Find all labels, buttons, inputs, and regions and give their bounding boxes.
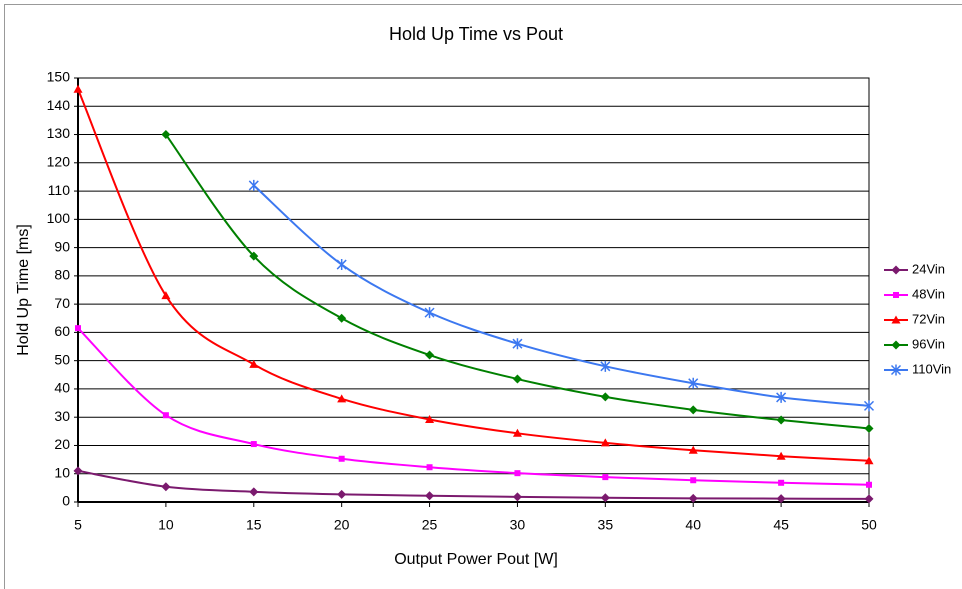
marker [425,491,435,501]
marker [250,441,257,448]
marker [776,494,786,504]
y-tick-label: 150 [47,69,71,85]
marker [249,359,259,368]
marker [891,315,901,324]
legend-label: 96Vin [912,336,945,351]
y-tick-label: 50 [54,351,70,367]
marker [602,474,609,481]
x-axis-label: Output Power Pout [W] [394,551,558,568]
marker [688,445,698,454]
legend-label: 72Vin [912,311,945,326]
marker [75,325,81,332]
x-tick-label: 5 [74,517,82,533]
series-line [165,133,869,430]
chart-border [4,4,962,589]
y-tick-label: 60 [54,323,70,339]
marker [426,464,433,471]
marker [337,489,347,499]
marker [688,493,698,503]
y-tick-label: 140 [47,97,71,113]
marker [425,414,435,423]
marker [864,424,874,434]
marker [161,482,171,492]
marker [776,451,786,460]
x-tick-label: 15 [246,517,262,533]
marker [600,493,610,503]
marker [249,487,259,497]
series-line [253,184,869,407]
marker [248,179,259,191]
marker [73,84,83,93]
marker [337,394,347,403]
marker [863,400,875,412]
marker [864,494,874,504]
y-tick-label: 90 [54,238,70,254]
series-line [78,88,869,462]
marker [600,438,610,447]
x-tick-label: 45 [773,517,789,533]
marker [162,412,169,419]
x-tick-label: 20 [334,517,350,533]
marker [866,481,872,488]
y-tick-label: 20 [54,436,70,452]
marker [336,259,347,271]
marker [864,456,874,465]
marker [512,492,522,502]
marker [600,392,610,402]
y-tick-label: 40 [54,380,70,396]
y-tick-label: 120 [47,154,71,170]
marker [778,479,785,486]
marker [337,313,347,323]
legend-label: 110Vin [912,361,951,376]
x-tick-label: 10 [158,517,174,533]
plot-border [77,77,870,503]
y-tick-label: 10 [54,464,70,480]
marker [161,291,171,300]
y-tick-label: 70 [54,295,70,311]
marker [514,470,521,477]
marker [512,338,523,350]
marker [690,477,697,484]
y-tick-label: 130 [47,125,71,141]
marker [891,265,901,275]
y-tick-label: 110 [48,182,71,198]
marker [891,340,901,350]
x-tick-label: 30 [510,517,526,533]
chart-title: Hold Up Time vs Pout [389,24,563,44]
x-tick-label: 35 [598,517,614,533]
series-line [78,327,869,486]
marker [893,292,899,298]
marker [600,360,611,372]
marker [776,391,787,403]
y-tick-label: 30 [54,408,70,424]
legend: 24Vin 48Vin 72Vin 96Vin 110Vin [884,261,951,376]
y-tick-label: 80 [54,267,70,283]
marker [890,364,902,376]
marker [512,428,522,437]
marker [688,377,699,389]
marker [425,350,435,360]
marker [161,130,171,140]
marker [688,405,698,415]
y-tick-label: 0 [62,493,70,509]
marker [249,251,259,261]
y-tick-label: 100 [47,210,71,226]
marker [424,307,435,319]
x-tick-label: 50 [861,517,877,533]
marker [338,455,345,462]
marker [776,415,786,425]
legend-label: 24Vin [912,261,945,276]
marker [512,374,522,384]
marker [73,466,83,476]
legend-label: 48Vin [912,286,945,301]
x-tick-label: 40 [685,517,701,533]
x-tick-label: 25 [422,517,438,533]
series-line [78,469,869,500]
y-axis-label: Hold Up Time [ms] [15,224,32,356]
